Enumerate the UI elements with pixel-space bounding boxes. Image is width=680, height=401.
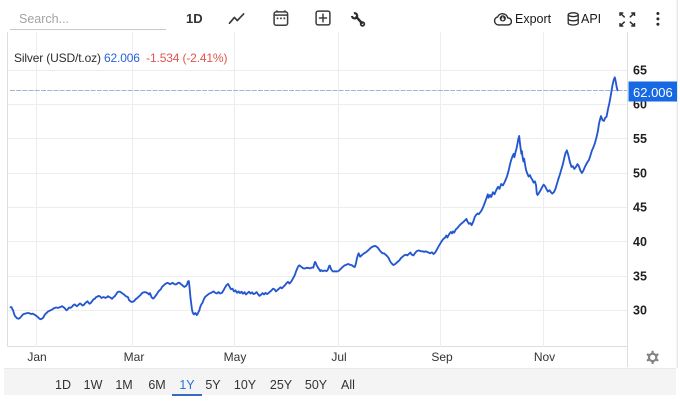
- svg-text:65: 65: [633, 64, 647, 78]
- svg-text:Sep: Sep: [431, 350, 453, 364]
- svg-text:62.006: 62.006: [633, 85, 673, 100]
- svg-text:May: May: [224, 350, 247, 364]
- svg-text:55: 55: [633, 132, 647, 146]
- svg-text:35: 35: [633, 270, 647, 284]
- svg-text:40: 40: [633, 235, 647, 249]
- svg-text:Jan: Jan: [27, 350, 46, 364]
- svg-text:50: 50: [633, 167, 647, 181]
- svg-text:45: 45: [633, 201, 647, 215]
- svg-text:Jul: Jul: [331, 350, 346, 364]
- svg-text:30: 30: [633, 304, 647, 318]
- svg-text:Nov: Nov: [534, 350, 555, 364]
- svg-text:Mar: Mar: [124, 350, 145, 364]
